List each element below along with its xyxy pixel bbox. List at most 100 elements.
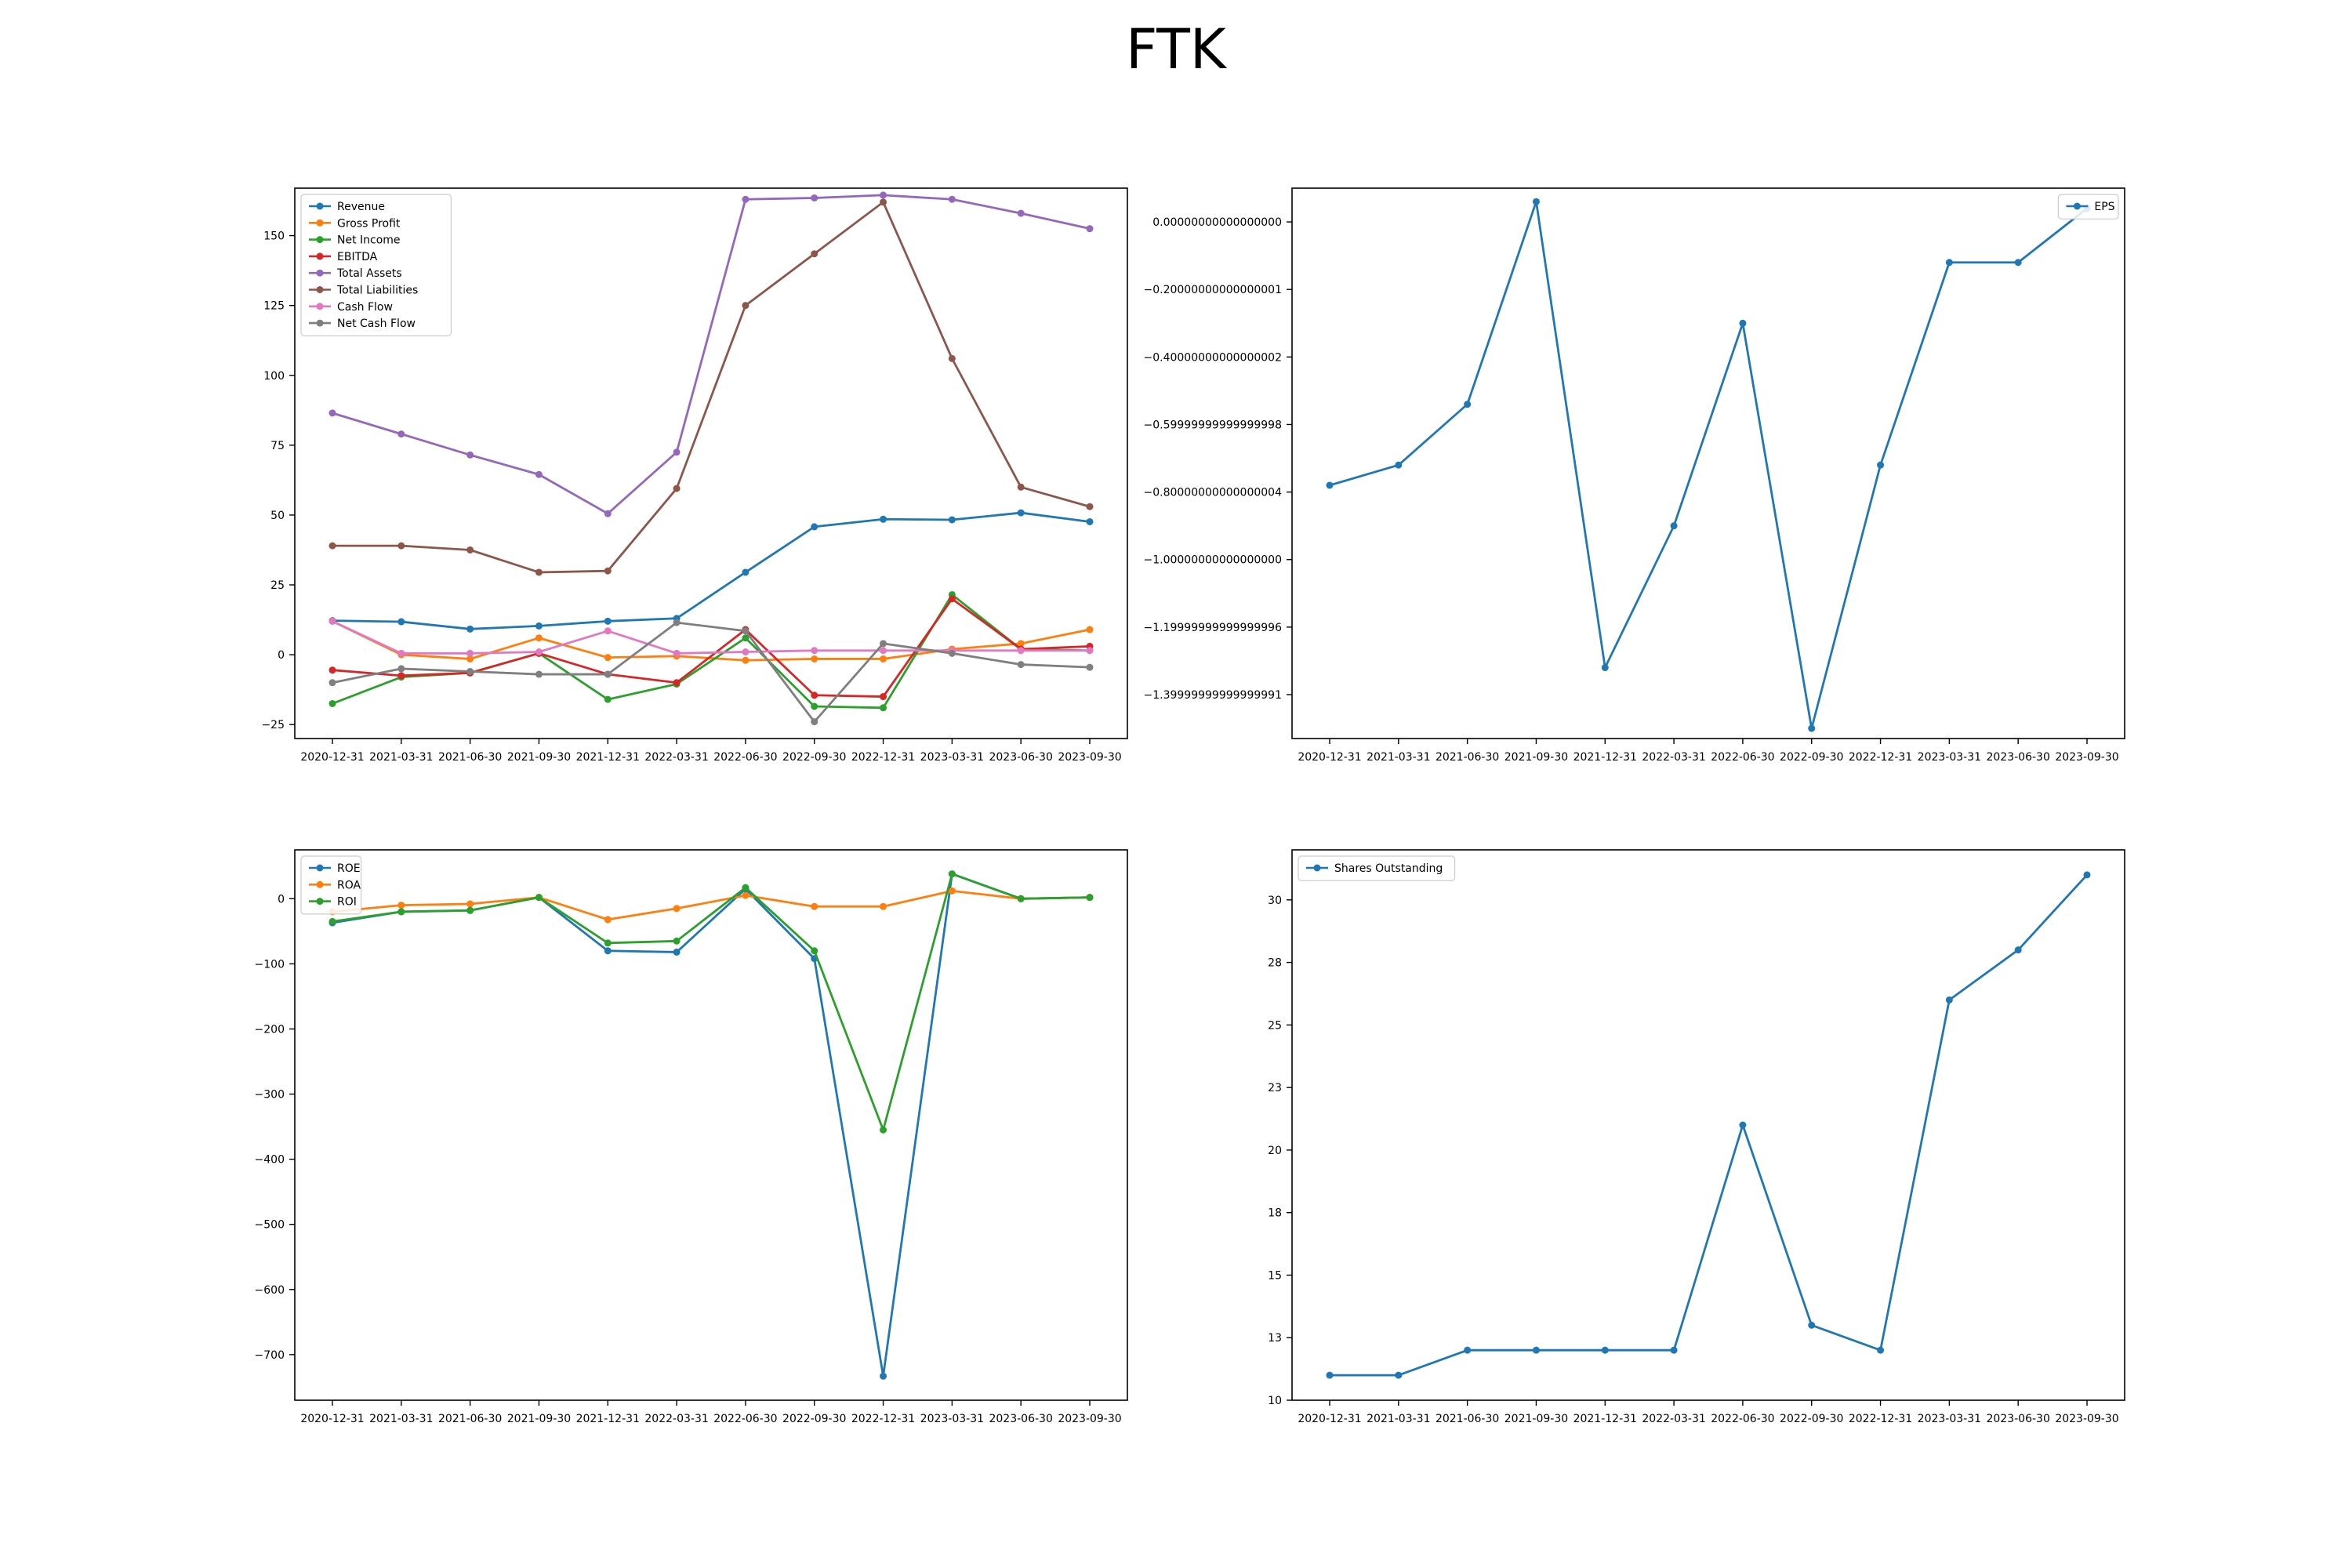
data-point	[1601, 1346, 1609, 1354]
data-point	[604, 617, 612, 625]
data-point	[673, 679, 681, 687]
y-tick-label: 10	[1268, 1395, 1282, 1407]
legend-label: ROA	[337, 879, 361, 891]
data-point	[811, 718, 818, 726]
data-point	[466, 649, 474, 657]
y-tick-label: −0.80000000000000004	[1143, 487, 1282, 499]
y-tick-label: 150	[263, 230, 285, 243]
series-line	[332, 194, 1091, 515]
data-point	[328, 699, 336, 707]
y-tick-label: 50	[270, 510, 285, 522]
x-tick-label: 2022-12-31	[851, 751, 915, 764]
data-point	[1017, 661, 1025, 669]
legend: Shares Outstanding	[1298, 855, 1456, 881]
x-tick-label: 2021-03-31	[1367, 751, 1430, 764]
data-point	[535, 648, 543, 656]
legend-label: ROE	[337, 862, 361, 875]
x-tick-label: 2022-09-30	[782, 751, 846, 764]
data-point	[1086, 225, 1094, 233]
data-point	[397, 430, 405, 438]
data-point	[1326, 481, 1334, 489]
data-point	[1395, 461, 1403, 469]
y-tick-label: 30	[1268, 895, 1282, 907]
shares-chart: 2020-12-31 2021-03-31 2021-06-30 2021-09-30…	[1268, 849, 2125, 1425]
data-point	[1877, 1346, 1885, 1354]
y-tick-label: −0.59999999999999998	[1143, 419, 1282, 431]
legend-label: ROI	[337, 896, 357, 909]
data-point	[811, 947, 818, 955]
data-point	[535, 670, 543, 678]
data-point	[1086, 663, 1094, 671]
data-point	[535, 568, 543, 576]
data-point	[1945, 259, 1953, 267]
data-point	[604, 916, 612, 924]
y-tick-label: 15	[1268, 1269, 1282, 1282]
data-point	[1017, 640, 1025, 648]
x-tick-label: 2021-06-30	[438, 1413, 502, 1425]
data-point	[880, 647, 887, 655]
y-tick-label: −200	[255, 1023, 285, 1036]
x-tick-label: 2022-09-30	[782, 1413, 846, 1425]
x-tick-label: 2023-06-30	[1986, 751, 2049, 764]
data-point	[742, 648, 750, 656]
y-tick-label: −1.39999999999999991	[1143, 689, 1282, 702]
x-tick-label: 2020-12-31	[1298, 1413, 1361, 1425]
data-point	[948, 354, 956, 362]
y-tick-label: 28	[1268, 957, 1282, 970]
legend-marker	[316, 219, 324, 227]
data-point	[742, 568, 750, 576]
data-point	[673, 649, 681, 657]
y-tick-label: 100	[263, 370, 285, 383]
legend-marker	[316, 269, 324, 277]
data-point	[811, 691, 818, 699]
x-tick-label: 2021-12-31	[576, 751, 640, 764]
plot-frame	[294, 849, 1128, 1401]
x-tick-label: 2023-09-30	[1058, 751, 1121, 764]
data-point	[535, 470, 543, 478]
series-line	[332, 511, 1091, 630]
x-tick-label: 2021-12-31	[1573, 1413, 1637, 1425]
data-point	[328, 542, 336, 550]
figure-title: FTK	[1126, 17, 1226, 82]
data-point	[742, 627, 750, 635]
legend-marker	[1313, 864, 1321, 872]
series-roe	[328, 870, 1094, 1380]
data-point	[397, 908, 405, 916]
data-point	[880, 902, 887, 910]
series-eps	[1326, 198, 2091, 732]
legend-marker	[2073, 202, 2081, 210]
data-point	[2083, 871, 2091, 879]
x-tick-label: 2021-09-30	[507, 751, 571, 764]
data-point	[1945, 996, 1953, 1004]
data-point	[328, 666, 336, 674]
data-point	[880, 1126, 887, 1134]
series-revenue	[328, 509, 1094, 633]
plot-frame	[1291, 849, 2125, 1401]
y-tick-label: −300	[255, 1089, 285, 1102]
legend-box	[2057, 194, 2119, 220]
x-tick-label: 2022-06-30	[1711, 751, 1774, 764]
data-point	[466, 655, 474, 662]
data-point	[1808, 724, 1816, 732]
x-tick-label: 2023-09-30	[2055, 751, 2118, 764]
data-point	[535, 894, 543, 902]
data-point	[466, 900, 474, 908]
data-point	[948, 887, 956, 895]
data-point	[742, 884, 750, 891]
data-point	[2014, 259, 2022, 267]
x-tick-label: 2021-09-30	[1504, 1413, 1568, 1425]
y-tick-label: 18	[1268, 1207, 1282, 1220]
data-point	[397, 542, 405, 550]
data-point	[1532, 1346, 1540, 1354]
data-point	[1086, 626, 1094, 633]
series-roa	[328, 887, 1094, 924]
data-point	[604, 947, 612, 955]
x-tick-label: 2022-03-31	[644, 751, 708, 764]
series-cash-flow	[328, 617, 1094, 657]
data-point	[1808, 1321, 1816, 1329]
x-tick-label: 2023-06-30	[989, 1413, 1052, 1425]
data-point	[397, 672, 405, 680]
x-tick-label: 2021-03-31	[369, 1413, 433, 1425]
y-tick-label: −1.19999999999999996	[1143, 622, 1282, 634]
